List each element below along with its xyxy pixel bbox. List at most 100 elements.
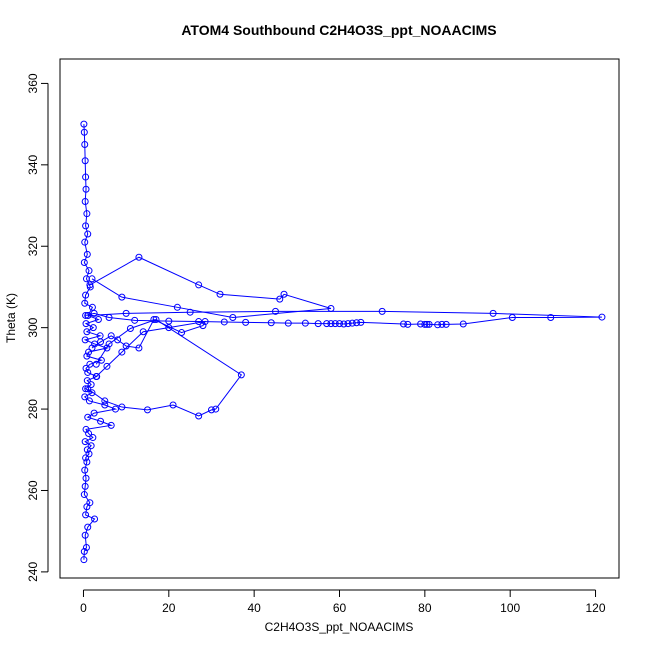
y-axis-label: Theta (K) xyxy=(4,293,18,343)
data-point xyxy=(97,338,105,346)
data-point xyxy=(82,185,90,193)
x-axis-label: C2H4O3S_ppt_NOAACIMS xyxy=(265,620,414,634)
data-point xyxy=(242,318,250,326)
data-point xyxy=(91,515,99,523)
data-point xyxy=(85,450,93,458)
data-point xyxy=(165,324,173,332)
y-tick-label: 320 xyxy=(26,236,40,256)
data-point xyxy=(81,238,89,246)
data-point xyxy=(434,321,442,329)
data-point xyxy=(327,305,335,313)
y-tick-label: 360 xyxy=(26,73,40,93)
data-point xyxy=(87,381,95,389)
data-point xyxy=(423,320,431,328)
data-point xyxy=(165,317,173,325)
data-point xyxy=(598,313,606,321)
data-point xyxy=(459,320,467,328)
data-point xyxy=(89,324,97,332)
data-point xyxy=(81,140,89,148)
data-point xyxy=(216,290,224,298)
y-axis: 240 260 280 300 320 340 360 xyxy=(26,73,49,582)
data-point xyxy=(94,316,102,324)
data-point xyxy=(90,409,98,417)
data-point xyxy=(88,389,96,397)
data-point xyxy=(81,466,89,474)
data-point xyxy=(85,397,93,405)
data-point xyxy=(301,319,309,327)
data-point xyxy=(86,281,94,289)
data-point xyxy=(82,173,90,181)
x-axis: 0 20 40 60 80 100 120 xyxy=(80,589,606,615)
data-point xyxy=(212,405,220,413)
data-point xyxy=(101,397,109,405)
data-point xyxy=(331,320,339,328)
data-point xyxy=(267,319,275,327)
plot-frame xyxy=(59,58,620,579)
series-line-2 xyxy=(89,256,332,318)
data-point xyxy=(271,307,279,315)
data-point xyxy=(336,320,343,328)
data-point xyxy=(81,197,89,205)
data-point xyxy=(80,548,88,556)
data-point xyxy=(143,406,151,414)
data-point xyxy=(83,446,91,454)
data-point xyxy=(173,303,181,311)
data-point xyxy=(85,429,93,437)
data-point xyxy=(152,316,160,324)
data-point xyxy=(404,320,412,328)
data-point xyxy=(105,313,113,321)
data-point xyxy=(88,344,96,352)
data-point xyxy=(348,319,356,327)
series-line-3 xyxy=(87,318,243,417)
data-point xyxy=(80,491,88,499)
data-point xyxy=(83,210,91,218)
data-point xyxy=(84,230,92,238)
data-point xyxy=(199,322,207,330)
data-point xyxy=(547,313,555,321)
data-point xyxy=(126,324,134,332)
data-point xyxy=(438,320,446,328)
data-point xyxy=(81,438,89,446)
x-tick-label: 60 xyxy=(333,601,347,615)
x-tick-label: 100 xyxy=(500,601,520,615)
data-point xyxy=(201,318,209,326)
data-point xyxy=(80,259,88,267)
data-point xyxy=(81,336,89,344)
data-point xyxy=(284,319,292,327)
data-point xyxy=(82,543,90,551)
data-point xyxy=(83,352,91,360)
data-point xyxy=(84,368,92,376)
data-point xyxy=(353,319,361,327)
data-point xyxy=(122,309,130,317)
data-point xyxy=(344,320,352,328)
data-point xyxy=(85,267,93,275)
data-point xyxy=(169,401,177,409)
data-point xyxy=(276,295,284,303)
data-point xyxy=(220,318,228,326)
data-point xyxy=(323,320,331,328)
data-point xyxy=(139,328,147,336)
data-point xyxy=(83,328,91,336)
data-point xyxy=(103,362,111,370)
x-tick-label: 40 xyxy=(247,601,261,615)
data-point xyxy=(81,157,89,165)
data-point xyxy=(340,320,348,328)
data-point xyxy=(83,458,91,466)
data-point xyxy=(237,371,245,379)
data-point xyxy=(92,360,100,368)
data-point xyxy=(81,299,89,307)
data-point xyxy=(105,340,113,348)
data-point xyxy=(82,364,90,372)
data-point xyxy=(107,332,115,340)
series-line-1 xyxy=(85,310,602,326)
data-point xyxy=(84,311,92,319)
data-point xyxy=(135,253,143,261)
data-point xyxy=(82,474,90,482)
data-point xyxy=(107,421,115,429)
data-point xyxy=(84,385,92,393)
data-point xyxy=(421,320,429,328)
data-point xyxy=(508,313,516,321)
data-point xyxy=(280,290,288,298)
